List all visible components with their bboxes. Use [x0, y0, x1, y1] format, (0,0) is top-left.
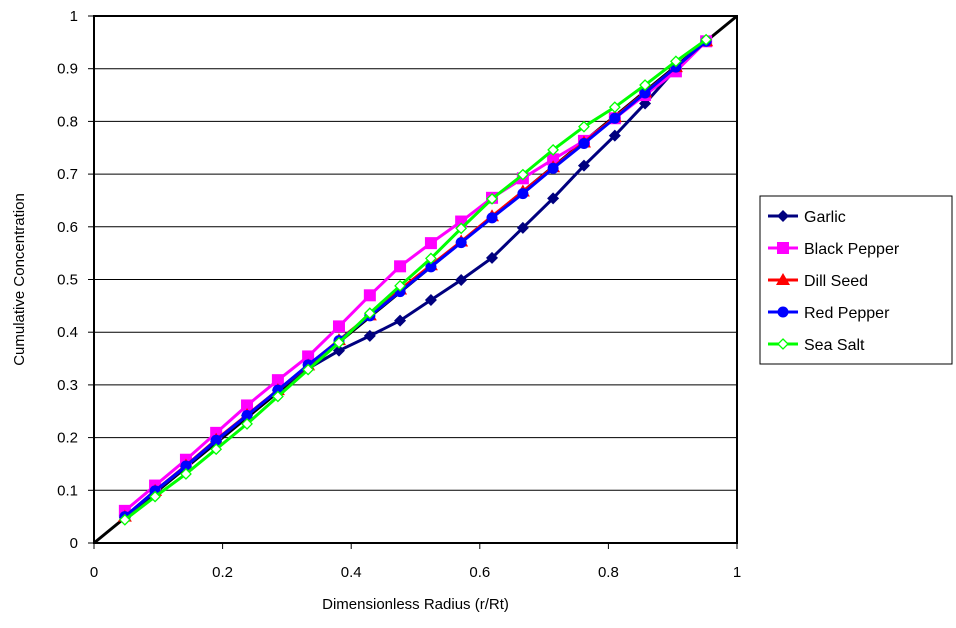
data-point [271, 374, 284, 387]
x-tick-label: 0.4 [341, 564, 362, 581]
x-tick-label: 0 [90, 564, 98, 581]
data-point [455, 222, 468, 235]
data-point [425, 252, 437, 265]
legend-label: Garlic [804, 209, 846, 226]
data-point [639, 79, 651, 91]
y-tick-label: 0.9 [57, 61, 78, 78]
legend-swatch-marker [777, 242, 789, 254]
series-line [123, 40, 708, 518]
y-tick-label: 0.1 [57, 482, 78, 499]
y-tick-labels: 0 0.1 0.2 0.3 0.4 0.5 0.6 0.7 0.8 0.9 1 [57, 8, 78, 552]
data-point [118, 513, 131, 526]
data-point [210, 434, 222, 446]
x-tick-label: 0.2 [212, 564, 233, 581]
legend-item: Garlic [768, 209, 846, 226]
tick-layer [88, 15, 738, 549]
data-point [547, 143, 560, 156]
x-tick-label: 1 [733, 564, 741, 581]
data-point [639, 87, 651, 99]
data-point [302, 350, 315, 363]
data-point [578, 120, 590, 133]
data-point [210, 443, 223, 456]
x-tick-labels: 0 0.2 0.4 0.6 0.8 1 [90, 564, 741, 581]
data-point [578, 138, 590, 150]
data-point [547, 153, 560, 166]
data-point [363, 329, 376, 342]
data-point [424, 237, 437, 250]
series-line [123, 38, 708, 522]
data-point [333, 336, 345, 349]
y-axis-title: Cumulative Concentration [11, 193, 28, 366]
data-point [394, 314, 407, 327]
data-point [608, 101, 621, 114]
legend: Garlic Black Pepper Dill Seed Red Pepper Sea… [759, 195, 953, 365]
legend-swatch-marker [776, 273, 790, 285]
data-point [302, 363, 315, 376]
data-point [516, 168, 529, 181]
data-point [332, 320, 345, 333]
data-point [241, 409, 253, 421]
legend-swatch-marker [777, 306, 789, 318]
legend-label: Black Pepper [804, 241, 900, 258]
legend-item: Dill Seed [768, 273, 868, 290]
data-point [363, 307, 376, 320]
y-tick-label: 1 [70, 8, 78, 25]
data-point [332, 344, 345, 357]
y-tick-label: 0.8 [57, 113, 78, 130]
data-point [486, 251, 499, 264]
y-tick-label: 0.7 [57, 166, 78, 183]
legend-item: Red Pepper [768, 305, 890, 322]
y-tick-label: 0.4 [57, 324, 78, 341]
x-axis-title: Dimensionless Radius (r/Rt) [322, 596, 509, 613]
data-point [363, 289, 376, 302]
data-point [394, 279, 406, 292]
data-point [608, 129, 621, 142]
data-point [486, 192, 498, 205]
data-point [455, 237, 467, 249]
data-point [180, 460, 192, 472]
legend-label: Red Pepper [804, 305, 890, 322]
y-tick-label: 0.2 [57, 430, 78, 447]
data-point [669, 55, 682, 68]
data-point [486, 212, 498, 224]
legend-label: Dill Seed [804, 273, 868, 290]
data-point [149, 490, 162, 503]
series-sea-salt [118, 33, 713, 526]
data-point [547, 162, 559, 174]
data-point [425, 261, 437, 273]
series-layer [117, 33, 714, 526]
x-tick-label: 0.6 [469, 564, 490, 581]
data-point [516, 221, 529, 234]
y-tick-label: 0.6 [57, 219, 78, 236]
data-point [271, 390, 284, 403]
data-point [241, 417, 253, 430]
series-red-pepper [119, 35, 712, 523]
data-point [517, 188, 529, 200]
y-tick-label: 0 [70, 535, 78, 552]
y-tick-label: 0.3 [57, 377, 78, 394]
data-point [424, 294, 437, 307]
data-point [394, 260, 407, 273]
data-point [700, 33, 713, 46]
legend-swatch-marker [777, 338, 789, 350]
data-point [609, 112, 621, 124]
legend-item: Black Pepper [768, 241, 900, 258]
data-point [455, 274, 468, 287]
data-point [577, 159, 590, 172]
data-point [547, 192, 560, 205]
data-point [241, 399, 254, 412]
y-tick-label: 0.5 [57, 272, 78, 289]
legend-label: Sea Salt [804, 337, 865, 354]
legend-item: Sea Salt [768, 337, 865, 354]
legend-swatch-marker [777, 210, 789, 222]
data-point [180, 468, 192, 480]
x-tick-label: 0.8 [598, 564, 619, 581]
